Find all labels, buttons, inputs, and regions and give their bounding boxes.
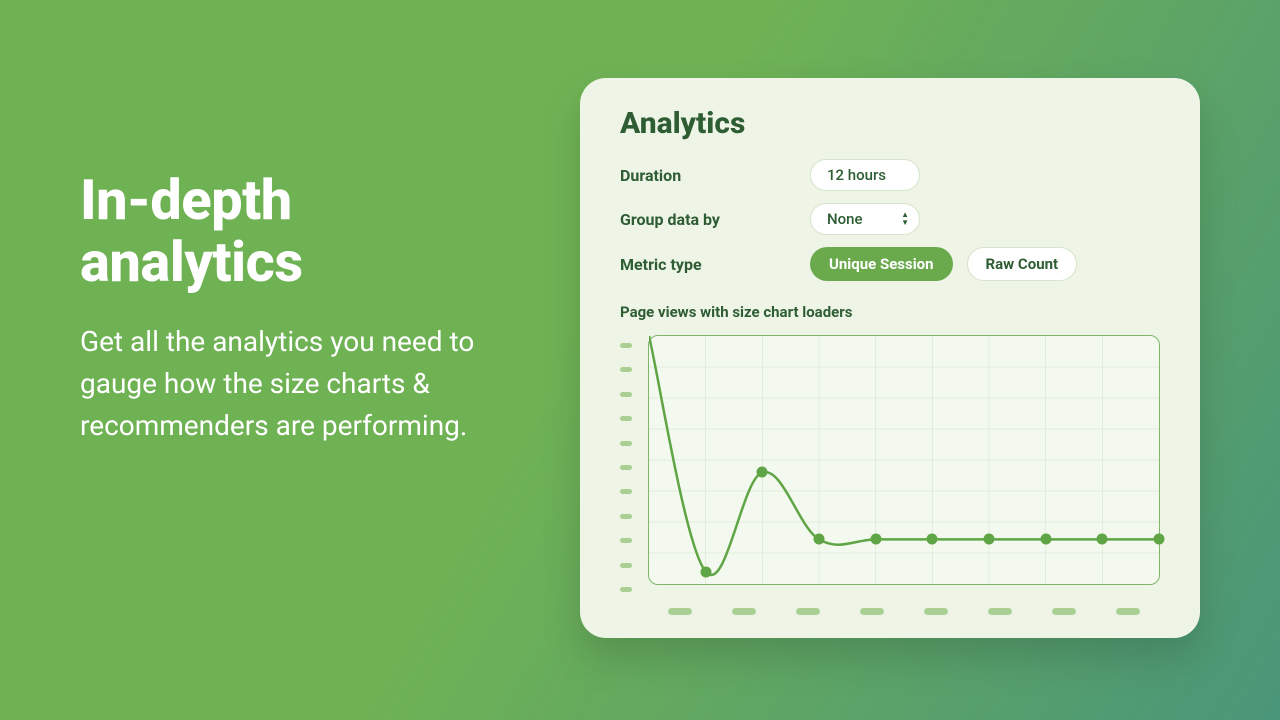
chart-plot — [648, 335, 1160, 585]
chart-marker — [814, 534, 825, 545]
y-tick-dash — [620, 563, 632, 568]
analytics-card: Analytics Duration 12 hours Group data b… — [580, 78, 1200, 638]
duration-row: Duration 12 hours — [620, 159, 1160, 191]
metric-option-raw-count[interactable]: Raw Count — [967, 247, 1078, 281]
chart-area — [620, 335, 1160, 625]
x-tick-dash — [924, 608, 948, 615]
y-tick-dash — [620, 587, 632, 592]
chart-marker — [870, 534, 881, 545]
y-tick-dash — [620, 465, 632, 470]
metric-option-unique-session[interactable]: Unique Session — [810, 247, 953, 281]
y-tick-dash — [620, 441, 632, 446]
chart-marker — [700, 566, 711, 577]
chart-marker — [984, 534, 995, 545]
x-tick-dash — [668, 608, 692, 615]
metric-toggle-group: Unique Session Raw Count — [810, 247, 1077, 281]
chart-marker — [1040, 534, 1051, 545]
promo-heading: In-depth analytics — [80, 170, 500, 293]
groupby-label: Group data by — [620, 210, 810, 229]
chart-marker — [927, 534, 938, 545]
promo-body: Get all the analytics you need to gauge … — [80, 321, 500, 447]
chart-marker — [1154, 534, 1165, 545]
y-tick-dash — [620, 392, 632, 397]
metric-option-label: Unique Session — [829, 255, 934, 273]
select-arrows-icon: ▲▼ — [901, 211, 909, 227]
promo-block: In-depth analytics Get all the analytics… — [80, 170, 500, 447]
x-tick-dash — [1052, 608, 1076, 615]
x-tick-dash — [796, 608, 820, 615]
y-tick-dash — [620, 514, 632, 519]
groupby-value: None — [827, 210, 863, 228]
x-tick-placeholders — [648, 608, 1160, 615]
duration-value: 12 hours — [827, 166, 886, 184]
chart-title: Page views with size chart loaders — [620, 303, 1160, 321]
duration-label: Duration — [620, 166, 810, 185]
metric-label: Metric type — [620, 255, 810, 274]
card-title: Analytics — [620, 106, 1160, 141]
y-tick-dash — [620, 538, 632, 543]
groupby-select[interactable]: None ▲▼ — [810, 203, 920, 235]
y-tick-dash — [620, 416, 632, 421]
page-background: In-depth analytics Get all the analytics… — [0, 0, 1280, 720]
chart-marker — [757, 467, 768, 478]
x-tick-dash — [988, 608, 1012, 615]
chart-svg — [649, 336, 1159, 584]
y-tick-dash — [620, 367, 632, 372]
groupby-row: Group data by None ▲▼ — [620, 203, 1160, 235]
x-tick-dash — [860, 608, 884, 615]
y-tick-dash — [620, 343, 632, 348]
x-tick-dash — [1116, 608, 1140, 615]
y-tick-dash — [620, 489, 632, 494]
metric-option-label: Raw Count — [986, 255, 1059, 273]
chart-marker — [1097, 534, 1108, 545]
metric-row: Metric type Unique Session Raw Count — [620, 247, 1160, 281]
x-tick-dash — [732, 608, 756, 615]
duration-input[interactable]: 12 hours — [810, 159, 920, 191]
